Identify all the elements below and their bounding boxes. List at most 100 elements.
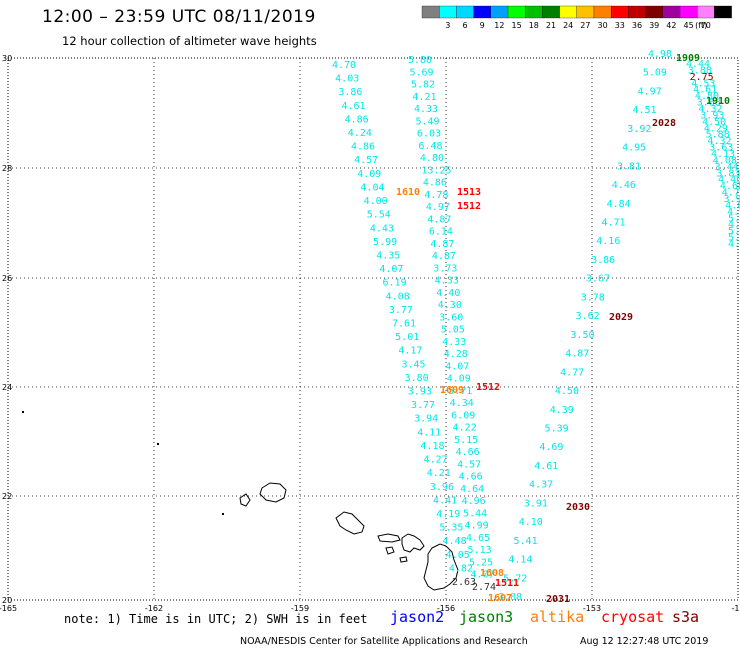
color-swatch (473, 5, 491, 19)
island-kahoolawe (399, 556, 408, 563)
color-scale-tick: 3 (445, 21, 450, 30)
wave-height-value: 5.49 (415, 116, 439, 127)
wave-height-value: 4.51 (632, 105, 656, 116)
wave-height-value: 4.41 (433, 495, 457, 506)
wave-height-value: 4.99 (465, 521, 489, 532)
lat-lon-grid (7, 57, 739, 601)
color-swatch (507, 5, 526, 19)
wave-height-value: 4.09 (357, 169, 381, 180)
pass-time-label: 1609 (440, 385, 464, 396)
color-scale-tick: 30 (598, 21, 608, 30)
wave-height-value: 4.04 (360, 182, 384, 193)
pass-time-label: 1610 (396, 187, 420, 198)
pass-time-label: 1513 (457, 187, 481, 198)
wave-height-value: 4.28 (444, 349, 468, 360)
color-swatch (576, 5, 595, 19)
latitude-tick-label: 24 (2, 383, 12, 392)
wave-height-value: 3.86 (591, 255, 615, 266)
footer-timestamp: Aug 12 12:27:48 UTC 2019 (580, 636, 709, 647)
island-necker (22, 411, 24, 413)
wave-height-value: 4.39 (550, 405, 574, 416)
latitude-tick-label: 30 (2, 54, 12, 63)
wave-height-value: 5.15 (454, 435, 478, 446)
wave-height-value: 4.03 (335, 74, 359, 85)
pass-time-label: 1512 (476, 382, 500, 393)
wave-height-value: 4.61 (693, 85, 717, 96)
wave-height-value: 3.60 (439, 312, 463, 323)
wave-height-value: 4.97 (638, 86, 662, 97)
wave-height-value: 4.86 (423, 178, 447, 189)
wave-height-value: 2.75 (690, 72, 714, 83)
color-swatch (525, 5, 543, 19)
island-niihau (239, 493, 251, 507)
wave-height-value: 4.37 (529, 480, 553, 491)
wave-height-value: 4.35 (376, 250, 400, 261)
wave-height-value: 4.33 (435, 276, 459, 287)
wave-height-value: 4.95 (622, 143, 646, 154)
wave-height-value: 4.61 (534, 461, 558, 472)
wave-height-value: 3.96 (430, 482, 454, 493)
wave-height-value: 3.88 (688, 65, 712, 76)
wave-height-value: 2.74 (472, 582, 496, 593)
wave-height-value: 4.87 (427, 214, 451, 225)
wave-height-value: 4.86 (351, 142, 375, 153)
page-subtitle: 12 hour collection of altimeter wave hei… (62, 34, 317, 48)
wave-height-value: 4.11 (417, 427, 441, 438)
color-scale-tick: 27 (580, 21, 590, 30)
wave-height-value: 6.19 (383, 278, 407, 289)
wave-height-value: 4.61 (728, 220, 740, 231)
wave-height-value: 4.66 (456, 447, 480, 458)
wave-height-value: 4.17 (398, 346, 422, 357)
footer-credit: NOAA/NESDIS Center for Satellite Applica… (240, 636, 528, 647)
pass-time-label: 1512 (457, 201, 481, 212)
wave-height-value: 4.08 (386, 291, 410, 302)
color-scale-tick: 42 (666, 21, 676, 30)
pass-time-label: 2029 (609, 312, 633, 323)
wave-height-value: 4.07 (471, 570, 495, 581)
longitude-tick-label: -159 (291, 604, 309, 613)
wave-height-value: 4.30 (438, 300, 462, 311)
island-lanai (385, 546, 395, 555)
latitude-tick-label: 22 (2, 492, 12, 501)
wave-height-value: 4.40 (436, 288, 460, 299)
color-scale-tick: 36 (632, 21, 642, 30)
color-swatch (542, 5, 560, 19)
wave-height-value: 3.88 (498, 592, 522, 603)
longitude-tick-label: -165 (0, 604, 17, 613)
pass-time-label: 2030 (566, 502, 590, 513)
wave-height-value: 4.21 (427, 468, 451, 479)
wave-height-value: 4.48 (443, 536, 467, 547)
island-lehua (222, 513, 224, 515)
island-molokai (377, 533, 401, 543)
island-maui (401, 533, 425, 553)
island-oahu (335, 511, 365, 535)
wave-height-value: 5.71 (448, 386, 472, 397)
wave-height-value: 4.77 (560, 367, 584, 378)
wave-height-value: 3.77 (389, 305, 413, 316)
wave-height-value: 5.82 (411, 80, 435, 91)
longitude-tick-label: -15 (731, 604, 740, 613)
wave-height-value: 3.50 (570, 330, 594, 341)
wave-height-value: 3.44 (715, 162, 739, 173)
legend-jason2: jason2 (390, 608, 445, 626)
wave-height-value: 4.64 (460, 484, 484, 495)
wave-height-value: 4.80 (695, 91, 719, 102)
wave-height-value: 4.29 (704, 123, 728, 134)
wave-height-value: 4.79 (722, 188, 740, 199)
latitude-tick-label: 26 (2, 274, 12, 283)
color-swatch (456, 5, 474, 19)
wave-height-value: 5.09 (728, 233, 740, 244)
wave-height-value: 3.93 (700, 110, 724, 121)
color-scale-tick: 18 (529, 21, 539, 30)
longitude-tick-label: -153 (583, 604, 601, 613)
color-scale-tick: 39 (649, 21, 659, 30)
wave-height-value: 5.54 (367, 210, 391, 221)
wave-height-value: 13.25 (421, 165, 451, 176)
color-swatch (714, 5, 732, 19)
wave-height-value: 4.08 (713, 155, 737, 166)
wave-height-value: 6.14 (429, 227, 453, 238)
wave-height-value: 4.82 (449, 563, 473, 574)
wave-height-value: 5.78 (728, 213, 740, 224)
wave-height-value: 4.86 (345, 114, 369, 125)
